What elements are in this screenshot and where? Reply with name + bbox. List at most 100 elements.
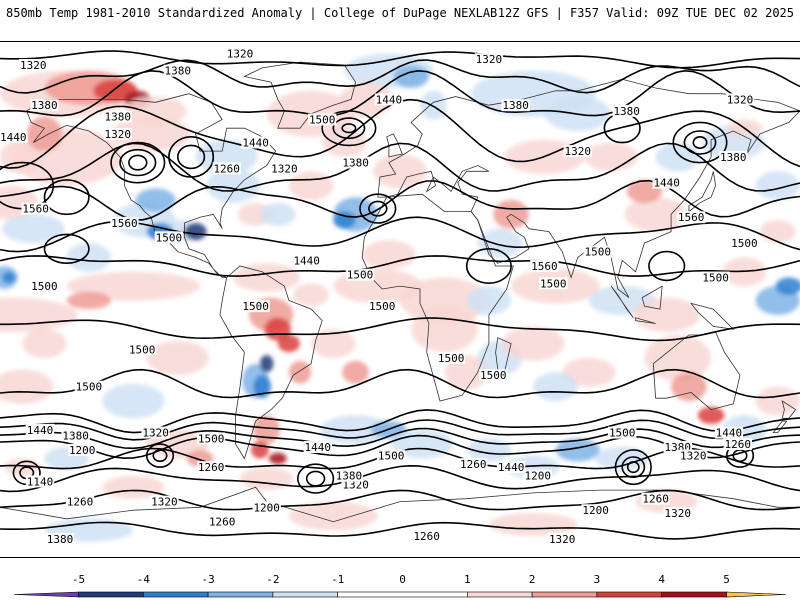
svg-text:1500: 1500 — [731, 237, 758, 250]
svg-text:1380: 1380 — [31, 99, 58, 112]
height-contour-ring — [332, 117, 366, 140]
legend-tick-label: 4 — [658, 573, 665, 586]
contour-label: 1500 — [376, 449, 406, 463]
coastline-segment — [0, 486, 800, 523]
coastline-segment — [610, 285, 634, 318]
contour-label: 1320 — [563, 145, 592, 158]
contour-label: 1440 — [25, 423, 55, 437]
height-contour — [0, 409, 800, 434]
contour-label: 1500 — [479, 369, 508, 382]
contour-label: 1260 — [641, 492, 670, 506]
coastline-segment — [219, 265, 323, 460]
svg-text:1320: 1320 — [680, 450, 707, 463]
svg-text:1560: 1560 — [22, 203, 49, 216]
svg-text:1320: 1320 — [105, 128, 132, 141]
svg-text:1500: 1500 — [31, 280, 58, 293]
legend-swatch — [661, 591, 727, 598]
height-contour-ring — [177, 144, 206, 170]
height-contour-ring — [145, 443, 175, 468]
contour-label: 1440 — [652, 176, 681, 190]
height-contour-ring — [683, 130, 717, 155]
color-scale-legend: -5 -4 -3 -2 -1 0 1 2 3 4 5 — [0, 568, 800, 600]
legend-swatch — [78, 591, 144, 598]
height-contour-ring — [732, 449, 748, 463]
contour-label: 1380 — [334, 469, 364, 483]
svg-text:1260: 1260 — [642, 493, 669, 506]
contour-label: 1320 — [270, 162, 299, 175]
height-contour-ring — [43, 233, 90, 265]
contour-label: 1320 — [679, 449, 708, 463]
coastline-segment — [641, 285, 663, 310]
svg-text:1260: 1260 — [198, 461, 225, 474]
height-contour — [0, 419, 800, 441]
svg-text:1320: 1320 — [476, 53, 503, 66]
contour-label: 1500 — [345, 268, 375, 282]
height-contour-ring — [614, 449, 652, 486]
svg-text:1380: 1380 — [336, 470, 363, 483]
coastline-segment — [635, 317, 656, 324]
height-contour-ring — [359, 193, 397, 224]
svg-text:1200: 1200 — [253, 501, 280, 514]
legend-tick-label: -2 — [266, 573, 279, 586]
contour-label: 1560 — [676, 211, 706, 224]
coastline-segment — [377, 78, 800, 298]
height-contour-ring — [341, 123, 357, 134]
contour-label: 1320 — [474, 53, 504, 66]
svg-text:1320: 1320 — [727, 93, 754, 106]
contour-labels: 1320 1380 1320 1320 1440 1380 1380 1320 1500 1440… — [0, 47, 759, 546]
height-contour — [0, 489, 800, 511]
svg-text:1500: 1500 — [309, 114, 336, 127]
contour-label: 1200 — [581, 504, 610, 517]
svg-text:1380: 1380 — [165, 65, 192, 78]
coastlines — [0, 61, 800, 523]
svg-text:1440: 1440 — [27, 424, 54, 437]
svg-text:1200: 1200 — [582, 504, 609, 517]
coastline-segment — [772, 420, 788, 433]
svg-text:1500: 1500 — [198, 432, 225, 445]
svg-text:1140: 1140 — [27, 475, 54, 488]
contour-label: 1440 — [496, 461, 526, 474]
height-contour — [0, 50, 800, 69]
contour-label: 1260 — [723, 438, 752, 451]
svg-text:1560: 1560 — [111, 217, 138, 230]
svg-text:1380: 1380 — [613, 105, 640, 118]
contour-label: 1320 — [19, 59, 48, 72]
coastline-segment — [26, 93, 277, 278]
contour-label: 1500 — [30, 280, 59, 293]
height-contour-ring — [692, 136, 708, 150]
svg-text:1320: 1320 — [142, 427, 169, 440]
contour-label: 1140 — [25, 475, 55, 488]
contour-label: 1500 — [436, 351, 466, 365]
svg-text:1260: 1260 — [213, 162, 240, 175]
contour-label: 1380 — [45, 532, 75, 546]
contour-label: 1500 — [74, 380, 104, 394]
contour-label: 1320 — [225, 47, 255, 61]
svg-text:1260: 1260 — [460, 458, 487, 471]
map-panel: 1320 1380 1320 1320 1440 1380 1380 1320 1500 1440… — [0, 41, 800, 558]
legend-tick-label: -3 — [201, 573, 214, 586]
coastline-segment — [781, 400, 797, 419]
svg-text:1440: 1440 — [0, 131, 27, 144]
contour-label: 1320 — [725, 93, 755, 106]
svg-text:1500: 1500 — [702, 272, 729, 285]
contour-label: 1500 — [128, 343, 157, 356]
svg-text:1200: 1200 — [69, 444, 96, 457]
legend-tick-label: 0 — [399, 573, 406, 586]
height-contour — [0, 59, 800, 94]
legend-tick-label: -4 — [137, 573, 151, 586]
contour-label: 1500 — [608, 426, 637, 440]
contour-label: 1260 — [212, 162, 241, 175]
svg-text:1500: 1500 — [369, 300, 396, 313]
height-contour-ring — [128, 154, 148, 171]
svg-text:1440: 1440 — [376, 93, 403, 106]
svg-text:1500: 1500 — [156, 231, 183, 244]
height-contour — [0, 521, 800, 540]
coastline-segment — [361, 193, 514, 402]
contour-label: 1500 — [154, 231, 184, 244]
height-contour — [0, 255, 800, 277]
svg-text:1440: 1440 — [498, 461, 525, 474]
contour-label: 1440 — [714, 426, 744, 440]
svg-text:1320: 1320 — [565, 145, 592, 158]
coastline-segment — [243, 61, 357, 129]
height-contour-ring — [672, 121, 728, 164]
